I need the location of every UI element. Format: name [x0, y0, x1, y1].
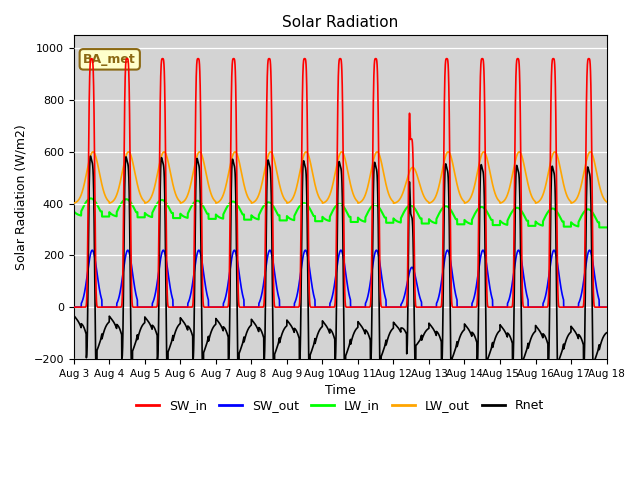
Legend: SW_in, SW_out, LW_in, LW_out, Rnet: SW_in, SW_out, LW_in, LW_out, Rnet	[131, 395, 549, 418]
Title: Solar Radiation: Solar Radiation	[282, 15, 398, 30]
Text: BA_met: BA_met	[83, 53, 136, 66]
Y-axis label: Solar Radiation (W/m2): Solar Radiation (W/m2)	[15, 124, 28, 270]
X-axis label: Time: Time	[324, 384, 356, 397]
